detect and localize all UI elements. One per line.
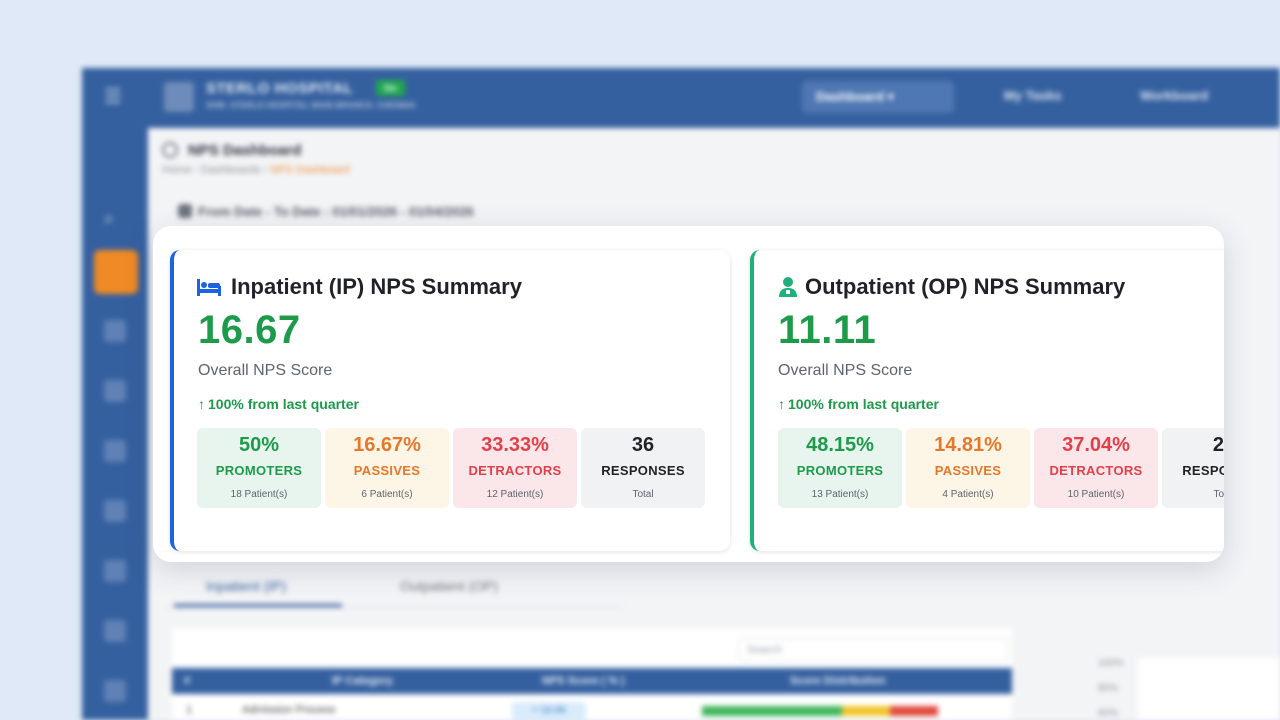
sidebar-item-settings-icon[interactable] [104, 680, 126, 702]
ip-passives-pct: 16.67% [353, 434, 421, 456]
sidebar-item-dashboard[interactable] [94, 250, 138, 294]
ip-detractors-label: DETRACTORS [468, 463, 562, 478]
chart-y-axis: 100% 80% 60% [1098, 658, 1124, 720]
op-passives-stat: 14.81% PASSIVES 4 Patient(s) [906, 428, 1030, 508]
nps-summary-overlay: Inpatient (IP) NPS Summary 16.67 Overall… [153, 226, 1224, 562]
nav-workboard[interactable]: Workboard [1140, 88, 1209, 103]
breadcrumb-current: NPS Dashboard [270, 164, 350, 176]
op-detractors-count: 10 Patient(s) [1067, 489, 1125, 500]
ip-trend: ↑ 100% from last quarter [198, 396, 359, 412]
page-title: NPS Dashboard [188, 142, 302, 159]
column-index: # [184, 675, 191, 687]
date-range-filter[interactable]: From Date - To Date : 01/01/2026 - 01/04… [198, 204, 474, 219]
chart-area [1138, 658, 1280, 720]
search-icon[interactable]: ⌕ [104, 208, 115, 228]
axis-tick: 100% [1098, 658, 1124, 669]
hospital-name: STERLO HOSPITAL [206, 80, 354, 97]
ip-card-title: Inpatient (IP) NPS Summary [231, 274, 522, 299]
op-promoters-pct: 48.15% [806, 434, 874, 456]
top-navbar: ☰ STERLO HOSPITAL Go SHM: STERLO HOSPITA… [82, 68, 1280, 128]
row-category: Admission Process [242, 704, 336, 716]
ip-score-label: Overall NPS Score [198, 362, 333, 379]
op-responses-stat: 27 RESPONSES Total [1162, 428, 1224, 508]
ip-detractors-count: 12 Patient(s) [486, 489, 544, 500]
op-passives-count: 4 Patient(s) [942, 489, 994, 500]
op-detractors-stat: 37.04% DETRACTORS 10 Patient(s) [1034, 428, 1158, 508]
ip-responses-sub: Total [632, 489, 654, 500]
ip-responses-stat: 36 RESPONSES Total [581, 428, 705, 508]
op-summary-card: Outpatient (OP) NPS Summary 11.11 Overal… [750, 250, 1224, 551]
op-score-label: Overall NPS Score [778, 362, 913, 379]
hospital-branch: SHM: STERLO HOSPITAL MAIN BRANCH, CHENNA… [206, 101, 416, 110]
nav-my-tasks[interactable]: My Tasks [1004, 88, 1062, 103]
breadcrumb-home[interactable]: Home [162, 164, 192, 176]
column-nps-score[interactable]: NPS Score ( % ) [542, 675, 625, 687]
tab-outpatient[interactable]: Outpatient (OP) [400, 578, 499, 594]
hospital-logo [164, 82, 194, 112]
breadcrumb-dashboards[interactable]: Dashboards [201, 164, 261, 176]
op-promoters-stat: 48.15% PROMOTERS 13 Patient(s) [778, 428, 902, 508]
ip-responses-total: 36 [631, 434, 655, 456]
distribution-promoters-bar [702, 706, 842, 716]
ip-passives-label: PASSIVES [353, 463, 421, 478]
gauge-icon [162, 142, 178, 158]
table-row[interactable]: 1 Admission Process + 16.66 [172, 702, 1012, 720]
op-detractors-label: DETRACTORS [1049, 463, 1143, 478]
tab-bar: Inpatient (IP) Outpatient (OP) [164, 568, 624, 608]
ip-detractors-pct: 33.33% [481, 434, 549, 456]
hospital-badge: Go [376, 80, 405, 96]
row-score-pill: + 16.66 [512, 702, 586, 720]
sidebar-item-mail-icon[interactable] [104, 560, 126, 582]
doctor-icon [779, 277, 797, 297]
op-passives-label: PASSIVES [934, 463, 1002, 478]
ip-promoters-pct: 50% [238, 434, 280, 456]
table-search-input[interactable]: Search [738, 638, 1008, 662]
ip-promoters-stat: 50% PROMOTERS 18 Patient(s) [197, 428, 321, 508]
sidebar-item-reports-icon[interactable] [104, 320, 126, 342]
column-score-distribution[interactable]: Score Distribution [790, 675, 886, 687]
table-header: # IP Category NPS Score ( % ) Score Dist… [172, 668, 1012, 694]
ip-responses-label: RESPONSES [601, 463, 685, 478]
breadcrumb: Home › Dashboards › NPS Dashboard [162, 164, 350, 176]
ip-nps-score: 16.67 [198, 308, 301, 352]
axis-tick: 60% [1098, 708, 1119, 719]
op-promoters-count: 13 Patient(s) [811, 489, 869, 500]
arrow-up-icon: ↑ [778, 396, 785, 412]
sidebar-item-documents-icon[interactable] [104, 440, 126, 462]
distribution-detractors-bar [890, 706, 938, 716]
op-trend-text: 100% from last quarter [788, 396, 939, 412]
active-tab-indicator [174, 604, 342, 607]
axis-tick: 80% [1098, 683, 1119, 694]
ip-passives-count: 6 Patient(s) [361, 489, 413, 500]
ip-promoters-label: PROMOTERS [215, 463, 303, 478]
distribution-passives-bar [842, 706, 890, 716]
nav-dashboard-dropdown[interactable]: Dashboard ▾ [802, 81, 954, 113]
tab-inpatient[interactable]: Inpatient (IP) [206, 578, 287, 594]
op-promoters-label: PROMOTERS [796, 463, 884, 478]
hamburger-menu-icon[interactable]: ☰ [104, 86, 122, 108]
ip-summary-card: Inpatient (IP) NPS Summary 16.67 Overall… [170, 250, 730, 551]
sidebar-item-tools-icon[interactable] [104, 380, 126, 402]
op-responses-label: RESPONSES [1182, 463, 1224, 478]
op-passives-pct: 14.81% [934, 434, 1002, 456]
ip-detractors-stat: 33.33% DETRACTORS 12 Patient(s) [453, 428, 577, 508]
row-index: 1 [186, 704, 193, 716]
op-nps-score: 11.11 [778, 308, 877, 352]
op-responses-total: 27 [1212, 434, 1224, 456]
op-detractors-pct: 37.04% [1062, 434, 1130, 456]
sidebar-item-files-icon[interactable] [104, 620, 126, 642]
op-responses-sub: Total [1213, 489, 1224, 500]
calendar-icon [178, 204, 192, 218]
bed-icon [197, 279, 221, 296]
ip-category-table: Search # IP Category NPS Score ( % ) Sco… [172, 628, 1012, 720]
column-ip-category[interactable]: IP Category [332, 675, 393, 687]
sidebar-item-analytics-icon[interactable] [104, 500, 126, 522]
op-card-title: Outpatient (OP) NPS Summary [805, 274, 1126, 299]
op-trend: ↑ 100% from last quarter [778, 396, 939, 412]
ip-promoters-count: 18 Patient(s) [230, 489, 288, 500]
sidebar: ⌕ [82, 128, 148, 720]
ip-passives-stat: 16.67% PASSIVES 6 Patient(s) [325, 428, 449, 508]
arrow-up-icon: ↑ [198, 396, 205, 412]
ip-trend-text: 100% from last quarter [208, 396, 359, 412]
